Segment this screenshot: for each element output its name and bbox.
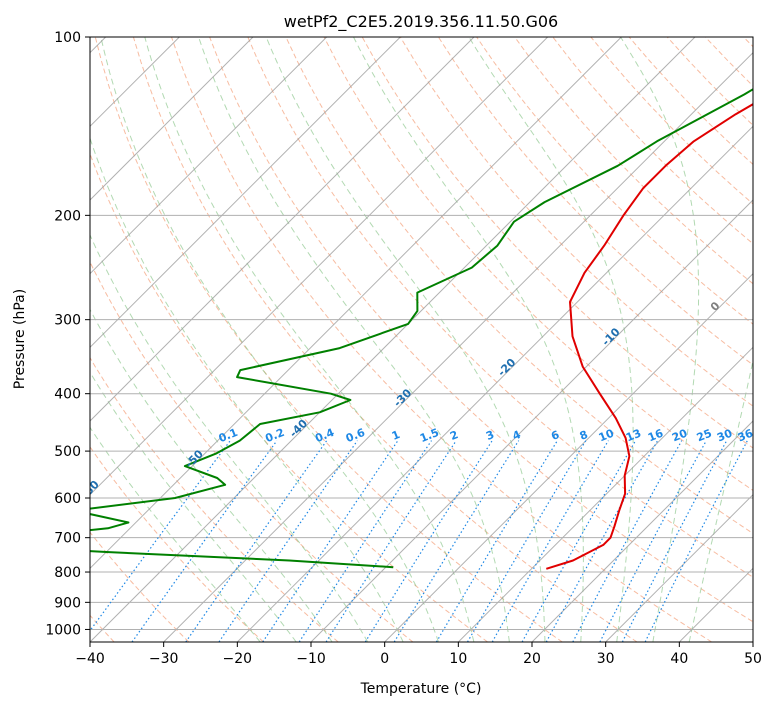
mixing-ratio-label: 3 bbox=[484, 428, 496, 443]
dry-adiabat bbox=[90, 446, 264, 642]
plot-frame bbox=[89, 36, 754, 643]
mixing-ratio-line bbox=[325, 440, 457, 642]
moist-adiabat bbox=[198, 37, 510, 642]
dry-adiabat bbox=[171, 37, 712, 642]
dry-adiabat bbox=[361, 37, 753, 449]
dry-adiabat bbox=[90, 356, 339, 642]
moist-adiabat bbox=[90, 426, 261, 642]
x-axis-label: Temperature (°C) bbox=[360, 681, 482, 697]
x-tick-label: 0 bbox=[380, 651, 389, 667]
mixing-ratio-line bbox=[545, 440, 659, 642]
y-tick-label: 900 bbox=[54, 595, 81, 611]
dry-adiabat bbox=[132, 37, 638, 642]
isotherm-line bbox=[90, 37, 401, 349]
x-tick-label: 30 bbox=[597, 651, 615, 667]
moist-adiabat bbox=[90, 308, 333, 642]
mixing-ratio-line bbox=[491, 440, 609, 642]
dry-adiabat bbox=[285, 37, 753, 535]
background-lines bbox=[90, 37, 753, 642]
isotherm-line bbox=[236, 125, 753, 642]
profile-lines bbox=[90, 88, 753, 570]
mixing-ratio-line bbox=[364, 440, 493, 642]
dry-adiabat bbox=[90, 531, 190, 642]
chart-title: wetPf2_C2E5.2019.356.11.50.G06 bbox=[284, 12, 558, 32]
moist-adiabat bbox=[620, 37, 700, 642]
dry-adiabat bbox=[323, 37, 753, 491]
x-tick-label: −10 bbox=[296, 651, 326, 667]
mixing-ratio-label: 10 bbox=[597, 426, 616, 444]
mixing-ratio-line bbox=[572, 440, 683, 642]
isotherm-line bbox=[90, 37, 254, 201]
mixing-ratio-line bbox=[185, 440, 328, 642]
y-tick-label: 1000 bbox=[45, 622, 81, 638]
dry-adiabat bbox=[209, 37, 753, 623]
moist-adiabat bbox=[688, 358, 753, 642]
y-tick-label: 800 bbox=[54, 565, 81, 581]
mixing-ratio-label: 30 bbox=[715, 426, 734, 444]
mixing-ratio-label: 36 bbox=[736, 426, 755, 444]
mixing-ratio-line bbox=[393, 440, 520, 642]
mixing-ratio-line bbox=[131, 440, 278, 642]
moist-adiabat bbox=[90, 233, 369, 642]
mixing-ratio-label: 8 bbox=[578, 428, 590, 443]
moist-adiabat bbox=[90, 371, 297, 642]
y-tick-label: 200 bbox=[54, 208, 81, 224]
temperature-profile bbox=[546, 103, 753, 570]
isotherm-line bbox=[752, 641, 753, 642]
isotherm-line bbox=[457, 346, 753, 642]
isotherm-line bbox=[531, 420, 753, 642]
moist-adiabat bbox=[144, 37, 475, 642]
dry-adiabat bbox=[94, 37, 563, 642]
dry-adiabat bbox=[399, 37, 753, 407]
y-tick-label: 100 bbox=[54, 30, 81, 46]
moist-adiabat bbox=[100, 37, 439, 642]
mixing-ratio-label: 16 bbox=[646, 426, 665, 444]
plot-background bbox=[90, 37, 753, 642]
x-tick-label: 50 bbox=[744, 651, 762, 667]
x-tick-label: 10 bbox=[449, 651, 467, 667]
mixing-ratio-line bbox=[644, 440, 748, 642]
isotherm-line bbox=[605, 493, 753, 642]
x-tick-label: −40 bbox=[75, 651, 105, 667]
dry-adiabat bbox=[90, 152, 488, 642]
isotherm-line bbox=[90, 37, 696, 642]
isotherm-line bbox=[90, 37, 475, 422]
dry-adiabat bbox=[437, 37, 753, 366]
isotherm-line bbox=[310, 199, 753, 642]
mixing-ratio-label: 2 bbox=[448, 428, 460, 443]
axes: −40 −30 −20 −10 0 10 20 30 40 50 100 200 300 400 500 60… bbox=[45, 30, 762, 667]
y-tick-label: 500 bbox=[54, 444, 81, 460]
mixing-ratio-label: 1 bbox=[390, 428, 402, 443]
mixing-ratio-line bbox=[521, 440, 637, 642]
dry-adiabat bbox=[514, 37, 753, 285]
moist-adiabat bbox=[265, 37, 546, 642]
mixing-ratio-line bbox=[90, 440, 231, 632]
isotherm-line bbox=[163, 51, 753, 642]
y-tick-label: 400 bbox=[54, 387, 81, 403]
mixing-ratio-label: 20 bbox=[670, 426, 689, 444]
moist-adiabat bbox=[353, 37, 584, 642]
mixing-ratio-label: 13 bbox=[624, 427, 643, 445]
isotherm-line bbox=[90, 37, 622, 570]
moist-adiabat bbox=[90, 136, 404, 642]
y-tick-label: 600 bbox=[54, 491, 81, 507]
mixing-ratio-line bbox=[435, 440, 558, 642]
isotherm-line bbox=[90, 37, 328, 275]
mixing-ratio-label: 25 bbox=[695, 427, 714, 445]
dewpoint-profile bbox=[90, 88, 753, 569]
mixing-ratio-line bbox=[466, 440, 587, 642]
isotherm-line bbox=[90, 37, 549, 496]
isotherm-line bbox=[384, 272, 753, 642]
y-axis-label: Pressure (hPa) bbox=[12, 289, 28, 389]
x-tick-label: 20 bbox=[523, 651, 541, 667]
mixing-ratio-line bbox=[298, 440, 432, 642]
x-tick-label: 40 bbox=[670, 651, 688, 667]
dry-adiabat bbox=[247, 37, 753, 578]
y-tick-label: 300 bbox=[54, 313, 81, 329]
mixing-ratio-line bbox=[262, 440, 399, 642]
x-tick-label: −20 bbox=[223, 651, 253, 667]
y-tick-label: 700 bbox=[54, 531, 81, 547]
x-tick-label: −30 bbox=[149, 651, 179, 667]
